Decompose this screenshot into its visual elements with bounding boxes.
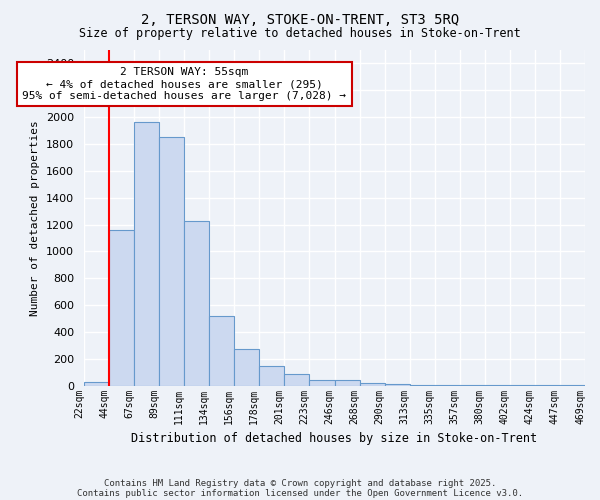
Bar xyxy=(134,122,159,386)
Bar xyxy=(84,382,109,386)
Y-axis label: Number of detached properties: Number of detached properties xyxy=(31,120,40,316)
Bar xyxy=(310,380,335,386)
Text: Contains public sector information licensed under the Open Government Licence v3: Contains public sector information licen… xyxy=(77,488,523,498)
Bar xyxy=(410,385,435,386)
Bar xyxy=(159,138,184,386)
Bar xyxy=(235,348,259,386)
Bar xyxy=(385,384,410,386)
Bar xyxy=(284,374,310,386)
Bar xyxy=(109,230,134,386)
Text: Size of property relative to detached houses in Stoke-on-Trent: Size of property relative to detached ho… xyxy=(79,28,521,40)
Bar xyxy=(435,385,460,386)
Bar xyxy=(184,220,209,386)
Text: Contains HM Land Registry data © Crown copyright and database right 2025.: Contains HM Land Registry data © Crown c… xyxy=(104,478,496,488)
Text: 2, TERSON WAY, STOKE-ON-TRENT, ST3 5RQ: 2, TERSON WAY, STOKE-ON-TRENT, ST3 5RQ xyxy=(141,12,459,26)
Text: 2 TERSON WAY: 55sqm
← 4% of detached houses are smaller (295)
95% of semi-detach: 2 TERSON WAY: 55sqm ← 4% of detached hou… xyxy=(22,68,346,100)
Bar xyxy=(259,366,284,386)
X-axis label: Distribution of detached houses by size in Stoke-on-Trent: Distribution of detached houses by size … xyxy=(131,432,538,445)
Bar xyxy=(335,380,359,386)
Bar xyxy=(359,383,385,386)
Bar xyxy=(209,316,235,386)
